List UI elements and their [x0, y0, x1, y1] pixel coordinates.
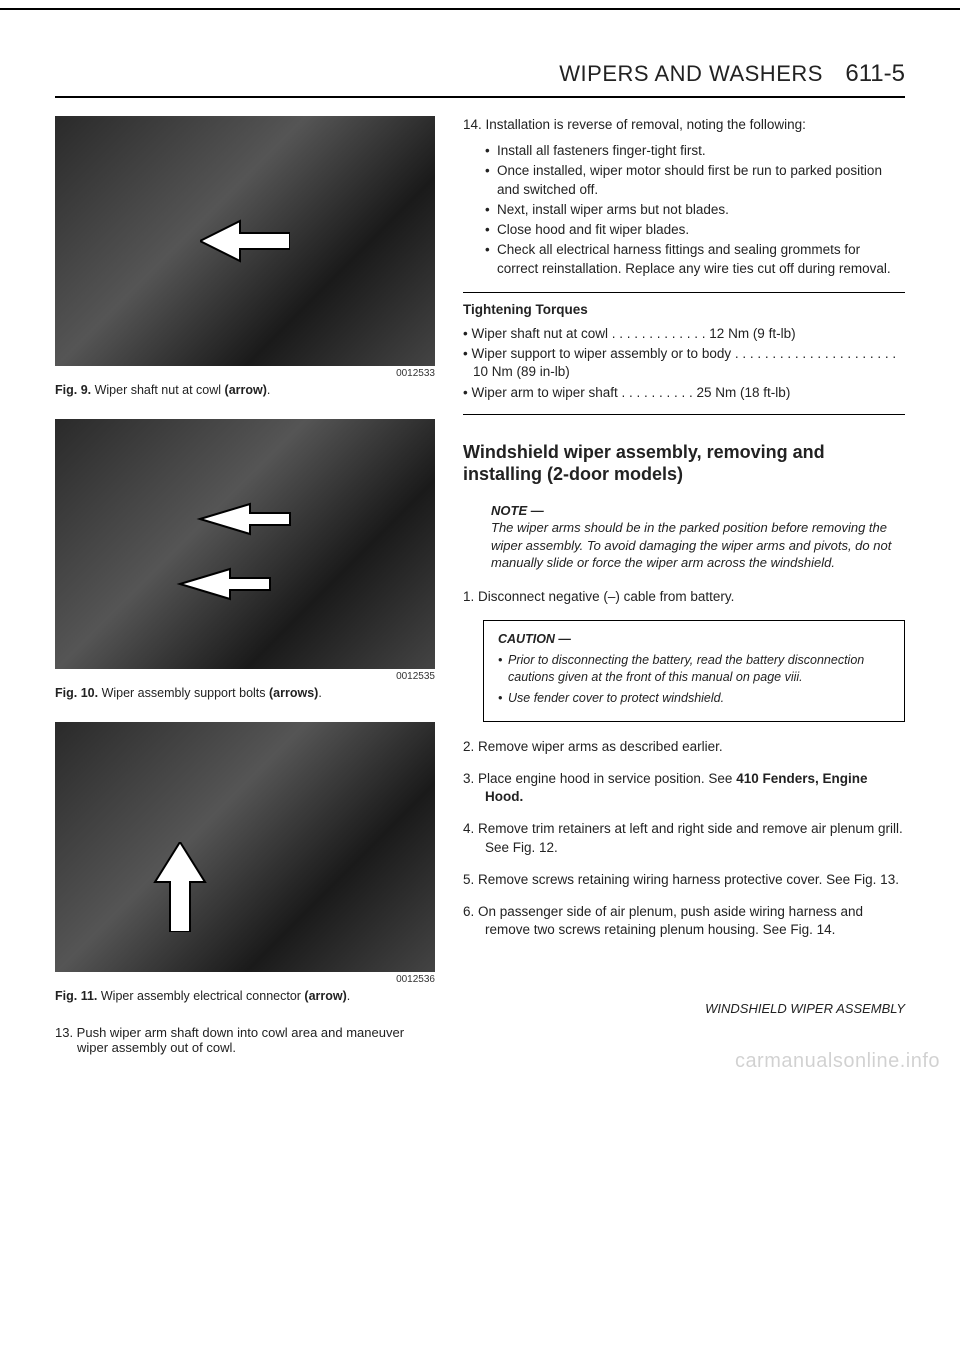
- step-3-a: 3. Place engine hood in service position…: [463, 771, 736, 786]
- bullet-item: Install all fasteners finger-tight first…: [485, 142, 905, 160]
- bullet-item: Once installed, wiper motor should first…: [485, 162, 905, 198]
- figure-11-caption-b: .: [347, 989, 350, 1003]
- figure-10-caption: Fig. 10. Wiper assembly support bolts (a…: [55, 686, 435, 700]
- figure-10-label: Fig. 10.: [55, 686, 98, 700]
- figure-9-caption-a: Wiper shaft nut at cowl: [95, 383, 225, 397]
- caution-box: CAUTION — Prior to disconnecting the bat…: [483, 620, 905, 722]
- caution-item: Prior to disconnecting the battery, read…: [498, 652, 890, 686]
- manual-page: WIPERS AND WASHERS 611-5 0012533 Fig. 9.…: [0, 8, 960, 1085]
- step-5: 5. Remove screws retaining wiring harnes…: [463, 871, 905, 889]
- arrows-icon: [120, 469, 370, 619]
- note-block: NOTE — The wiper arms should be in the p…: [463, 502, 905, 572]
- note-label: NOTE —: [491, 502, 905, 520]
- figure-11-image: [55, 722, 435, 972]
- watermark: carmanualsonline.info: [735, 1050, 940, 1073]
- step-1: 1. Disconnect negative (–) cable from ba…: [463, 588, 905, 606]
- figure-10-image: [55, 419, 435, 669]
- content-columns: 0012533 Fig. 9. Wiper shaft nut at cowl …: [55, 116, 905, 1055]
- figure-10-block: 0012535 Fig. 10. Wiper assembly support …: [55, 419, 435, 700]
- step-2: 2. Remove wiper arms as described earlie…: [463, 738, 905, 756]
- figure-11-caption-a: Wiper assembly electrical connector: [101, 989, 305, 1003]
- figure-11-label: Fig. 11.: [55, 989, 97, 1003]
- step-13: 13. Push wiper arm shaft down into cowl …: [55, 1025, 435, 1055]
- figure-10-code: 0012535: [55, 671, 435, 682]
- bullet-item: Close hood and fit wiper blades.: [485, 221, 905, 239]
- figure-10-caption-a: Wiper assembly support bolts: [102, 686, 269, 700]
- page-header: WIPERS AND WASHERS 611-5: [55, 60, 905, 98]
- figure-11-block: 0012536 Fig. 11. Wiper assembly electric…: [55, 722, 435, 1003]
- bullet-item: Next, install wiper arms but not blades.: [485, 201, 905, 219]
- step-14-bullets: Install all fasteners finger-tight first…: [463, 142, 905, 278]
- step-6: 6. On passenger side of air plenum, push…: [463, 903, 905, 939]
- page-number: 611-5: [845, 60, 905, 87]
- torque-title: Tightening Torques: [463, 301, 905, 319]
- section-heading: Windshield wiper assembly, removing and …: [463, 441, 905, 486]
- right-column: 14. Installation is reverse of removal, …: [463, 116, 905, 1055]
- step-14-lead: 14. Installation is reverse of removal, …: [463, 116, 905, 134]
- footer-section-label: WINDSHIELD WIPER ASSEMBLY: [463, 1000, 905, 1018]
- figure-9-caption-b: .: [267, 383, 270, 397]
- figure-9-block: 0012533 Fig. 9. Wiper shaft nut at cowl …: [55, 116, 435, 397]
- caution-item: Use fender cover to protect windshield.: [498, 690, 890, 707]
- figure-9-caption: Fig. 9. Wiper shaft nut at cowl (arrow).: [55, 383, 435, 397]
- caution-label: CAUTION —: [498, 631, 890, 648]
- note-text: The wiper arms should be in the parked p…: [491, 519, 905, 572]
- figure-10-caption-b: .: [318, 686, 321, 700]
- figure-11-caption: Fig. 11. Wiper assembly electrical conne…: [55, 989, 435, 1003]
- figure-11-caption-bold: (arrow): [304, 989, 346, 1003]
- section-title: WIPERS AND WASHERS: [559, 61, 823, 86]
- figure-10-caption-bold: (arrows): [269, 686, 318, 700]
- figure-9-caption-bold: (arrow): [225, 383, 267, 397]
- torque-line: • Wiper support to wiper assembly or to …: [463, 345, 905, 381]
- figure-11-code: 0012536: [55, 974, 435, 985]
- bullet-item: Check all electrical harness fittings an…: [485, 241, 905, 277]
- arrow-icon: [200, 211, 290, 271]
- figure-9-image: [55, 116, 435, 366]
- step-3: 3. Place engine hood in service position…: [463, 770, 905, 806]
- torque-line: • Wiper shaft nut at cowl . . . . . . . …: [463, 325, 905, 343]
- figure-9-label: Fig. 9.: [55, 383, 91, 397]
- figure-9-code: 0012533: [55, 368, 435, 379]
- left-column: 0012533 Fig. 9. Wiper shaft nut at cowl …: [55, 116, 435, 1055]
- arrow-up-icon: [145, 842, 215, 932]
- torque-line: • Wiper arm to wiper shaft . . . . . . .…: [463, 384, 905, 402]
- torque-box: Tightening Torques • Wiper shaft nut at …: [463, 292, 905, 415]
- step-4: 4. Remove trim retainers at left and rig…: [463, 820, 905, 856]
